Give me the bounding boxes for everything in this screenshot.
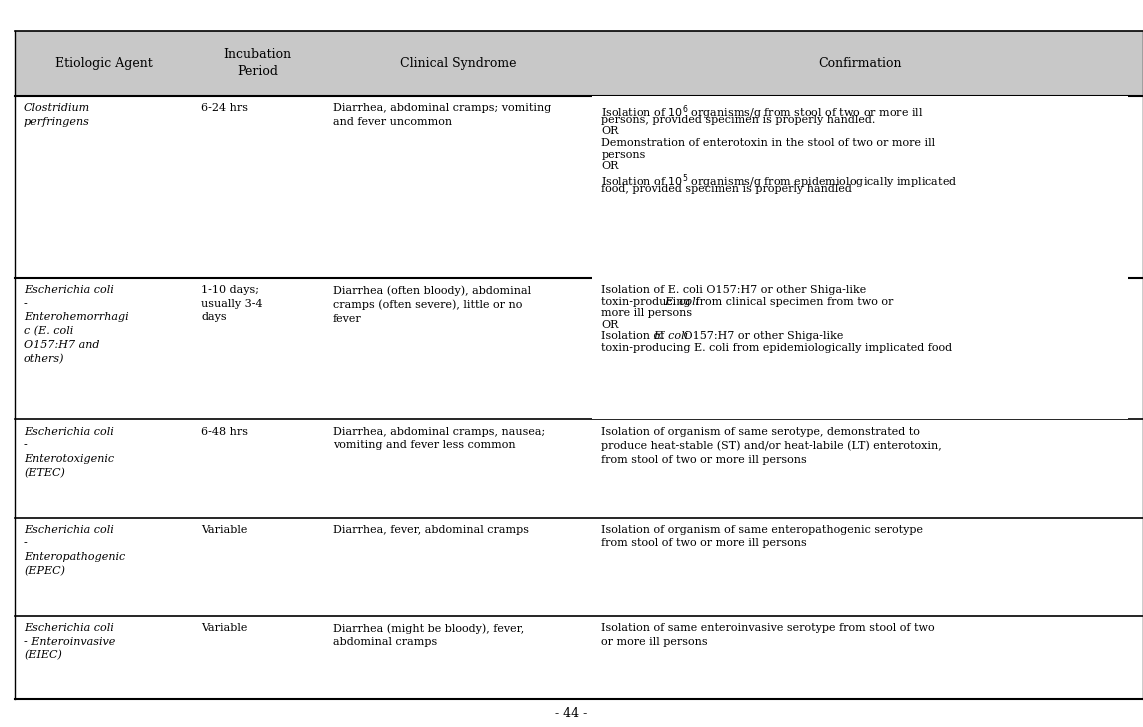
Text: 6-24 hrs: 6-24 hrs (201, 103, 248, 113)
Text: Escherichia coli
-
Enterotoxigenic
(ETEC): Escherichia coli - Enterotoxigenic (ETEC… (24, 427, 114, 478)
Text: Incubation
Period: Incubation Period (224, 48, 291, 79)
Text: persons: persons (601, 150, 646, 160)
Bar (592, 96, 1128, 278)
Text: E. coli: E. coli (664, 297, 700, 307)
Text: Isolation of $10^5$ organisms/g from epidemiologically implicated: Isolation of $10^5$ organisms/g from epi… (601, 173, 958, 191)
Text: Isolation of: Isolation of (601, 332, 668, 342)
Text: Isolation of 10: Isolation of 10 (601, 173, 682, 182)
Text: from clinical specimen from two or: from clinical specimen from two or (693, 297, 894, 307)
Text: Clostridium
perfringens: Clostridium perfringens (24, 103, 90, 126)
Text: E. coli: E. coli (653, 332, 688, 342)
Text: toxin-producing: toxin-producing (601, 297, 694, 307)
Text: Isolation of E. coli O157:H7 or other Shiga-like: Isolation of E. coli O157:H7 or other Sh… (601, 285, 866, 295)
Text: E. coli: E. coli (653, 332, 688, 342)
Bar (15, 31, 1143, 96)
Text: persons: persons (601, 150, 646, 160)
Text: organisms/g from stool of two or more ill: organisms/g from stool of two or more il… (664, 103, 898, 113)
Text: Isolation of organism of same serotype, demonstrated to
produce heat-stable (ST): Isolation of organism of same serotype, … (601, 427, 942, 465)
Text: more ill persons: more ill persons (601, 308, 693, 318)
Text: OR: OR (601, 161, 618, 172)
Text: OR: OR (601, 320, 618, 330)
Text: O157:H7 or other Shiga-like: O157:H7 or other Shiga-like (680, 332, 844, 342)
Text: Isolation of 10: Isolation of 10 (601, 103, 682, 113)
Text: persons, provided specimen is properly handled.: persons, provided specimen is properly h… (601, 115, 876, 125)
Text: Demonstration of enterotoxin in the stool of two or more ill: Demonstration of enterotoxin in the stoo… (601, 138, 935, 148)
Text: food, provided specimen is properly handled: food, provided specimen is properly hand… (601, 185, 852, 194)
Text: Isolation of E. coli O157:H7 or other Shiga-like: Isolation of E. coli O157:H7 or other Sh… (601, 285, 866, 295)
Text: Diarrhea, abdominal cramps; vomiting
and fever uncommon: Diarrhea, abdominal cramps; vomiting and… (333, 103, 551, 126)
Text: 6: 6 (661, 103, 666, 111)
Bar (592, 278, 1128, 419)
Text: Isolation of organism of same enteropathogenic serotype
from stool of two or mor: Isolation of organism of same enteropath… (601, 525, 924, 548)
Text: toxin-producing E. coli from epidemiologically implicated food: toxin-producing E. coli from epidemiolog… (601, 343, 952, 353)
Text: persons, provided specimen is properly handled.: persons, provided specimen is properly h… (601, 115, 876, 125)
Text: OR: OR (601, 320, 618, 330)
Text: toxin-producing: toxin-producing (601, 297, 694, 307)
Text: Escherichia coli
- Enteroinvasive
(EIEC): Escherichia coli - Enteroinvasive (EIEC) (24, 623, 115, 661)
Text: 5: 5 (661, 173, 666, 181)
Text: O157:H7 or other Shiga-like: O157:H7 or other Shiga-like (680, 332, 844, 342)
Text: Escherichia coli
-
Enterohemorrhagi
c (E. coli
O157:H7 and
others): Escherichia coli - Enterohemorrhagi c (E… (24, 285, 129, 364)
Text: Clinical Syndrome: Clinical Syndrome (400, 57, 515, 70)
Text: OR: OR (601, 126, 618, 137)
Text: Diarrhea (might be bloody), fever,
abdominal cramps: Diarrhea (might be bloody), fever, abdom… (333, 623, 523, 647)
Text: Etiologic Agent: Etiologic Agent (55, 57, 152, 70)
Text: organisms/g from epidemiologically implicated: organisms/g from epidemiologically impli… (664, 173, 932, 182)
Text: Diarrhea, abdominal cramps, nausea;
vomiting and fever less common: Diarrhea, abdominal cramps, nausea; vomi… (333, 427, 545, 450)
Text: 1-10 days;
usually 3-4
days: 1-10 days; usually 3-4 days (201, 285, 263, 322)
Text: from clinical specimen from two or: from clinical specimen from two or (693, 297, 894, 307)
Text: - 44 -: - 44 - (555, 707, 588, 720)
Text: Variable: Variable (201, 525, 248, 535)
Text: 6-48 hrs: 6-48 hrs (201, 427, 248, 437)
Text: Isolation of: Isolation of (601, 332, 668, 342)
Text: Diarrhea (often bloody), abdominal
cramps (often severe), little or no
fever: Diarrhea (often bloody), abdominal cramp… (333, 285, 530, 324)
Text: Isolation of $10^6$ organisms/g from stool of two or more ill: Isolation of $10^6$ organisms/g from sto… (601, 103, 924, 122)
Text: OR: OR (601, 161, 618, 172)
Text: toxin-producing E. coli from epidemiologically implicated food: toxin-producing E. coli from epidemiolog… (601, 343, 952, 353)
Text: Escherichia coli
-
Enteropathogenic
(EPEC): Escherichia coli - Enteropathogenic (EPE… (24, 525, 126, 576)
Text: 6: 6 (661, 99, 666, 107)
Text: more ill persons: more ill persons (601, 308, 693, 318)
Text: Demonstration of enterotoxin in the stool of two or more ill: Demonstration of enterotoxin in the stoo… (601, 138, 935, 148)
Text: Variable: Variable (201, 623, 248, 633)
Text: Isolation of same enteroinvasive serotype from stool of two
or more ill persons: Isolation of same enteroinvasive serotyp… (601, 623, 935, 646)
Text: OR: OR (601, 126, 618, 137)
Text: food, provided specimen is properly handled: food, provided specimen is properly hand… (601, 185, 852, 194)
Text: E. coli: E. coli (664, 297, 700, 307)
Text: Diarrhea, fever, abdominal cramps: Diarrhea, fever, abdominal cramps (333, 525, 528, 535)
Text: 5: 5 (661, 169, 666, 177)
Text: Confirmation: Confirmation (818, 57, 902, 70)
